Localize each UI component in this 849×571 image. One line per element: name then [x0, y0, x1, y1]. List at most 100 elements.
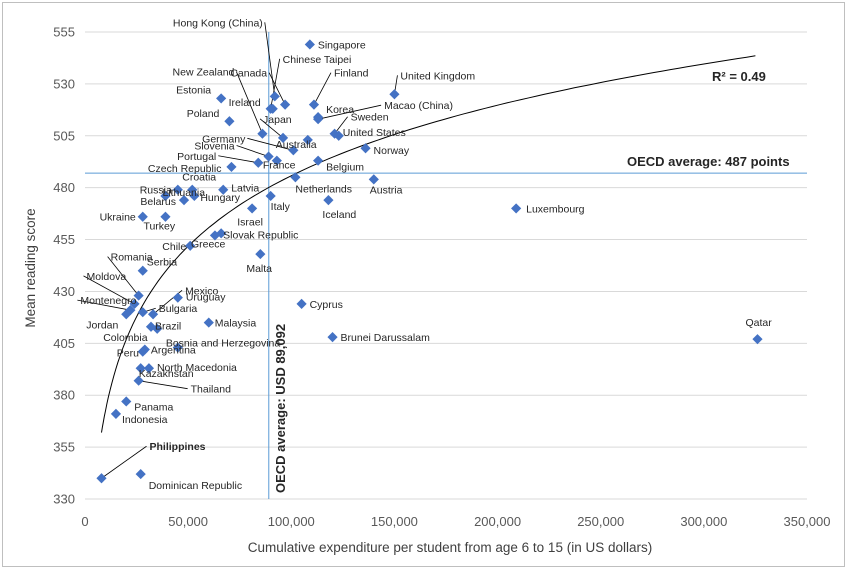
- label-north-macedonia: North Macedonia: [157, 362, 237, 374]
- y-tick-label: 405: [53, 336, 75, 351]
- y-tick-label: 555: [53, 25, 75, 40]
- point-greece: [209, 230, 221, 241]
- point-hong-kong-china: [269, 91, 280, 102]
- point-italy: [265, 190, 276, 202]
- point-moldova: [129, 298, 140, 309]
- label-chile: Chile: [162, 241, 186, 253]
- point-japan: [277, 132, 289, 143]
- point-panama: [121, 396, 132, 407]
- point-netherlands: [290, 172, 301, 183]
- label-netherlands: Netherlands: [295, 183, 352, 195]
- label-australia: Australia: [276, 139, 317, 151]
- label-romania: Romania: [111, 252, 153, 264]
- y-tick-label: 505: [53, 128, 75, 143]
- label-singapore: Singapore: [318, 39, 366, 51]
- y-tick-labels: 330 355 380 405 430 455 480 505 530 555: [53, 25, 75, 507]
- leader-portugal: [218, 155, 259, 164]
- label-france: France: [263, 160, 296, 172]
- label-bulgaria: Bulgaria: [159, 303, 198, 315]
- point-belgium: [313, 155, 324, 166]
- leader-romania: [107, 256, 139, 296]
- point-thailand: [133, 375, 144, 386]
- label-peru: Peru: [117, 348, 139, 360]
- label-luxembourg: Luxembourg: [526, 203, 585, 215]
- label-sweden: Sweden: [351, 112, 389, 124]
- r-squared-annotation: R² = 0.49: [712, 69, 766, 84]
- point-russia: [172, 184, 183, 195]
- label-cyprus: Cyprus: [310, 299, 343, 311]
- point-kazakhstan: [135, 363, 146, 374]
- leader-finland: [313, 72, 332, 105]
- label-poland: Poland: [187, 108, 220, 120]
- leader-japan: [259, 118, 284, 139]
- point-united-kingdom: [389, 89, 400, 100]
- y-tick-label: 530: [53, 76, 75, 91]
- x-tick-label: 250,000: [577, 514, 624, 529]
- point-north-macedonia: [143, 363, 155, 374]
- point-belarus: [178, 195, 190, 206]
- point-czech-republic: [226, 161, 237, 173]
- point-qatar: [752, 334, 763, 345]
- label-thailand: Thailand: [191, 384, 231, 396]
- y-tick-label: 455: [53, 232, 75, 247]
- label-serbia: Serbia: [147, 257, 178, 269]
- label-belarus: Belarus: [140, 196, 176, 208]
- label-moldova: Moldova: [87, 271, 127, 283]
- label-philippines: Philippines: [150, 441, 206, 453]
- label-japan: Japan: [263, 114, 292, 126]
- label-israel: Israel: [237, 216, 263, 228]
- point-uruguay: [172, 292, 183, 303]
- point-france: [271, 155, 282, 166]
- point-philippines: [96, 473, 107, 484]
- label-finland: Finland: [334, 68, 369, 80]
- label-norway: Norway: [374, 145, 410, 157]
- point-mexico: [147, 309, 159, 320]
- point-labels: Singapore Hong Kong (China) Canada Chinese …: [80, 17, 772, 492]
- point-canada: [280, 99, 291, 110]
- label-austria: Austria: [370, 184, 403, 196]
- label-ireland: Ireland: [229, 97, 261, 109]
- label-hong-kong-china: Hong Kong (China): [173, 17, 263, 29]
- point-korea: [313, 112, 324, 123]
- point-dominican-republic: [135, 469, 146, 480]
- point-chile: [185, 240, 196, 251]
- label-turkey: Turkey: [143, 221, 175, 233]
- y-axis-title: Mean reading score: [23, 208, 38, 327]
- leader-chinese-taipei: [270, 58, 281, 109]
- x-tick-labels: 0 50,000 100,000 150,000 200,000 250,000 300,0…: [81, 514, 830, 529]
- leader-montenegro: [77, 299, 131, 311]
- point-norway: [360, 143, 371, 154]
- leader-new-zealand: [236, 71, 263, 134]
- label-hungary: Hungary: [200, 192, 240, 204]
- label-korea: Korea: [326, 104, 354, 116]
- label-latvia: Latvia: [231, 183, 259, 195]
- label-panama: Panama: [134, 401, 173, 413]
- y-tick-label: 380: [53, 388, 75, 403]
- label-brunei-darussalam: Brunei Darussalam: [341, 332, 431, 344]
- point-malaysia: [203, 317, 214, 328]
- label-qatar: Qatar: [745, 317, 772, 329]
- label-ukraine: Ukraine: [100, 212, 136, 224]
- label-slovak-republic: Slovak Republic: [223, 229, 298, 241]
- point-malta: [255, 248, 266, 260]
- point-brunei-darussalam: [327, 332, 338, 343]
- label-germany: Germany: [202, 133, 246, 145]
- label-russia: Russia: [140, 185, 172, 197]
- point-ukraine: [137, 211, 148, 222]
- label-argentina: Argentina: [151, 345, 196, 357]
- x-tick-label: 200,000: [474, 514, 521, 529]
- label-portugal: Portugal: [177, 151, 216, 163]
- label-malta: Malta: [246, 263, 272, 275]
- leader-macao-china: [318, 104, 382, 120]
- label-lithuania: Lithuania: [162, 187, 205, 199]
- y-tick-label: 330: [53, 492, 75, 507]
- leader-hong-kong-china: [264, 22, 276, 97]
- label-chinese-taipei: Chinese Taipei: [283, 54, 352, 66]
- y-tick-label: 430: [53, 284, 75, 299]
- point-portugal: [253, 157, 264, 168]
- label-brazil: Brazil: [155, 321, 181, 333]
- point-indonesia: [110, 408, 122, 419]
- label-united-states: United States: [343, 127, 406, 139]
- oecd-spend-annotation: OECD average: USD 89,092: [273, 324, 288, 493]
